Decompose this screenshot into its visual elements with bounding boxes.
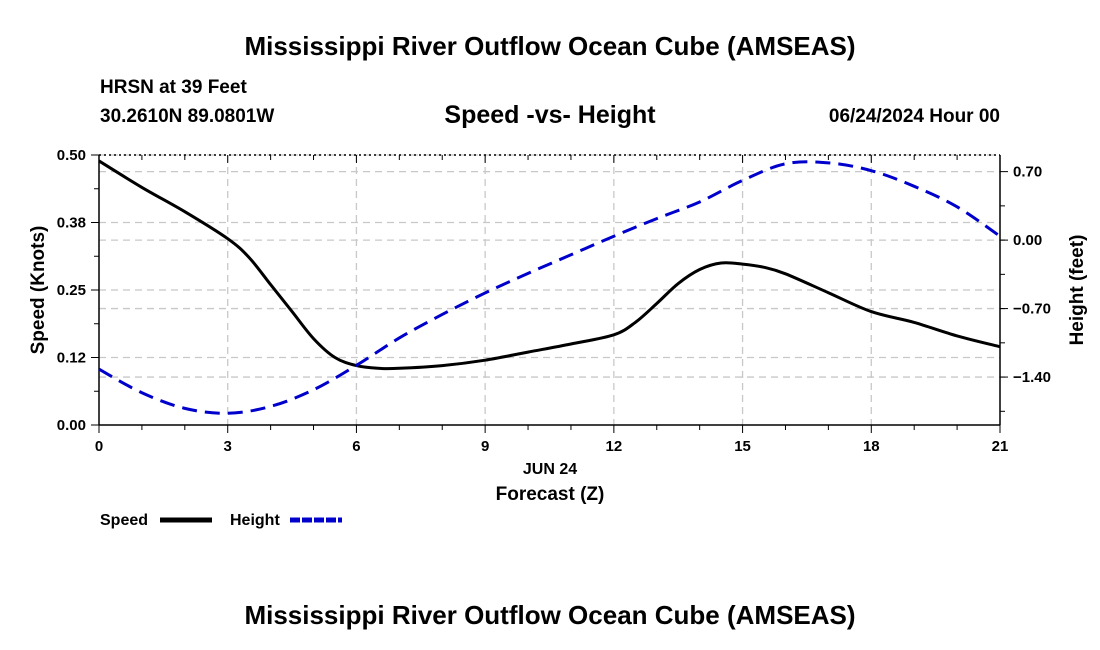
legend-label: Speed: [100, 512, 148, 529]
coordinates-label: 30.2610N 89.0801W: [100, 106, 275, 127]
y-tick-label: 0.50: [57, 147, 86, 164]
grid-lines: [99, 154, 1000, 425]
chart-title: Speed -vs- Height: [444, 101, 656, 129]
x-tick-label: 21: [992, 438, 1009, 455]
speed-series-line: [98, 159, 1001, 371]
axes: [91, 154, 1008, 433]
x-tick-label: 3: [224, 438, 232, 455]
x-tick-label: 0: [95, 438, 103, 455]
speed-vs-height-chart: 0 3 6 9 12 15 18 21 0.00 0.12 0.25 0.38 0.50 −1.40 −0.…: [28, 147, 1088, 529]
x-axis-title: Forecast (Z): [496, 484, 605, 505]
y2-axis-title: Height (feet): [1067, 235, 1088, 346]
x-tick-label: 12: [606, 438, 623, 455]
x-tick-label: 18: [863, 438, 880, 455]
page-title: Mississippi River Outflow Ocean Cube (AM…: [244, 31, 856, 61]
height-series-line: [98, 160, 1001, 415]
x-date-label: JUN 24: [523, 461, 577, 478]
legend-label: Height: [230, 512, 280, 529]
x-tick-label: 15: [734, 438, 751, 455]
station-label: HRSN at 39 Feet: [100, 77, 247, 98]
y2-tick-label: 0.70: [1013, 164, 1042, 181]
y2-tick-label: −0.70: [1013, 301, 1051, 318]
y2-tick-label: −1.40: [1013, 369, 1051, 386]
y-tick-label: 0.12: [57, 350, 86, 367]
footer-title: Mississippi River Outflow Ocean Cube (AM…: [244, 600, 856, 630]
x-tick-label: 6: [352, 438, 360, 455]
y-tick-label: 0.38: [57, 215, 86, 232]
series-lines: [98, 159, 1001, 415]
y2-tick-label: 0.00: [1013, 232, 1042, 249]
axis-labels: 0 3 6 9 12 15 18 21 0.00 0.12 0.25 0.38 0.50 −1.40 −0.…: [28, 147, 1088, 505]
forecast-datetime: 06/24/2024 Hour 00: [828, 106, 1000, 127]
legend: Speed Height: [100, 512, 342, 529]
y-tick-label: 0.25: [57, 282, 86, 299]
y-tick-label: 0.00: [57, 417, 86, 434]
x-tick-label: 9: [481, 438, 489, 455]
y-axis-title: Speed (Knots): [28, 226, 49, 355]
